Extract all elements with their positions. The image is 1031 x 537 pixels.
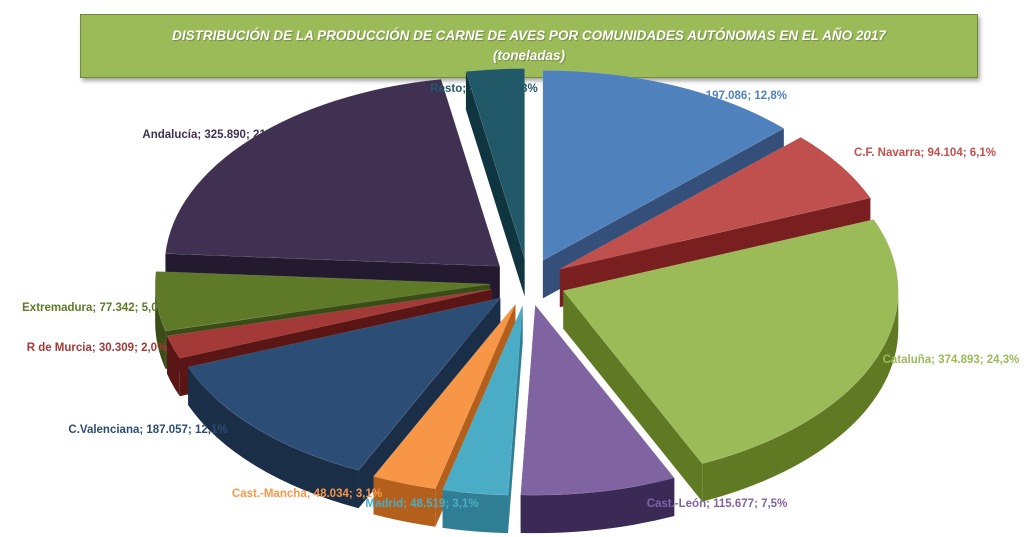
- data-label-c-valenciana: C.Valenciana; 187.057; 12,1%: [68, 424, 227, 436]
- slice-side-extremadura-0: [155, 284, 166, 369]
- slice-wall-r-de-murcia-1: [167, 289, 492, 374]
- slice-side-madrid-0: [442, 489, 509, 534]
- slice-top-cast-mancha: [373, 304, 516, 490]
- slice-top-c-valenciana: [187, 297, 502, 471]
- slice-top-c-f-navarra: [559, 136, 871, 270]
- slice-top-galicia: [542, 70, 785, 261]
- slice-wall-madrid-0: [508, 305, 523, 534]
- slice-wall-cataluna-1: [563, 290, 703, 502]
- slice-top-cast-leon: [520, 304, 675, 496]
- data-label-cast-leon: Cast.-León; 115.677; 7,5%: [647, 498, 788, 510]
- slice-side-c-valenciana-0: [188, 367, 359, 509]
- slice-wall-resto-0: [465, 71, 525, 297]
- slice-cataluna: [562, 219, 899, 502]
- slice-andalucia: [165, 78, 501, 305]
- slice-side-cast-leon-0: [520, 478, 675, 534]
- slice-top-cataluna: [562, 219, 899, 464]
- chart-subtitle: (toneladas): [492, 48, 565, 63]
- chart-title: DISTRIBUCIÓN DE LA PRODUCCIÓN DE CARNE D…: [172, 28, 886, 43]
- chart-title-box: DISTRIBUCIÓN DE LA PRODUCCIÓN DE CARNE D…: [80, 14, 978, 78]
- slice-cast-leon: [520, 304, 675, 534]
- slice-side-r-de-murcia-0: [167, 335, 180, 397]
- slice-resto: [465, 68, 525, 297]
- data-label-cataluna: Cataluña; 374.893; 24,3%: [883, 354, 1020, 366]
- slice-top-madrid: [442, 305, 523, 496]
- data-label-andalucia: Andalucía; 325.890; 21,1%: [142, 129, 285, 141]
- data-label-galicia: Galicia; 197.086; 12,8%: [661, 90, 787, 102]
- slice-top-extremadura: [154, 271, 491, 332]
- slice-top-resto: [465, 68, 525, 259]
- data-label-c-f-navarra: C.F. Navarra; 94.104; 6,1%: [854, 147, 996, 159]
- data-label-r-de-murcia: R de Murcia; 30.309; 2,0%: [27, 342, 168, 354]
- slice-side-cataluna-0: [702, 290, 899, 502]
- slice-madrid: [442, 305, 523, 534]
- data-label-resto: Resto; 43.278; 2,8%: [430, 83, 537, 95]
- data-label-cast-mancha: Cast.-Mancha; 48.034; 3,1%: [232, 488, 382, 500]
- slice-top-r-de-murcia: [166, 288, 492, 359]
- data-label-madrid: Madrid; 48.519; 3,1%: [365, 498, 478, 510]
- slice-top-andalucia: [165, 78, 501, 267]
- data-label-extremadura: Extremadura; 77.342; 5,0%: [22, 302, 168, 314]
- slice-side-cast-mancha-0: [373, 476, 436, 527]
